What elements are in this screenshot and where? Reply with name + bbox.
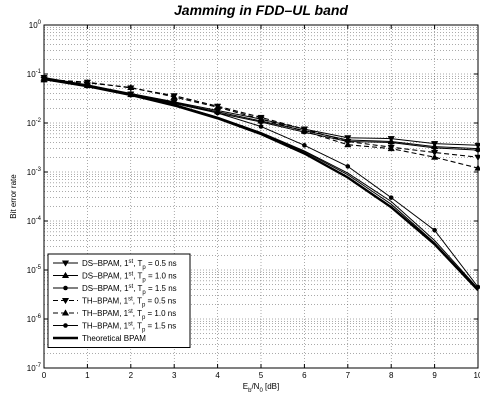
y-tick-label: 10-3 <box>27 167 42 177</box>
series-1 <box>40 74 480 152</box>
x-tick-label: 9 <box>432 371 437 380</box>
x-tick-label: 4 <box>215 371 220 380</box>
data-point <box>432 145 437 151</box>
data-point <box>302 143 307 148</box>
series-line <box>43 78 479 290</box>
legend-marker <box>61 298 70 305</box>
data-point <box>474 154 480 161</box>
legend-marker <box>61 271 70 278</box>
legend-marker <box>61 260 70 267</box>
data-point <box>171 99 177 105</box>
y-tick-label: 10-4 <box>27 216 42 226</box>
data-point <box>432 227 437 233</box>
legend-label: TH–BPAM, 1st, Tp = 1.0 ns <box>82 309 176 321</box>
data-point <box>344 141 352 148</box>
y-tick-label: 10-7 <box>27 363 42 373</box>
series-5 <box>41 76 480 290</box>
data-point <box>430 153 439 160</box>
data-point <box>345 164 351 169</box>
y-tick-label: 10-1 <box>27 69 42 79</box>
legend-marker <box>63 285 68 291</box>
legend-label: DS–BPAM, 1st, Tp = 0.5 ns <box>82 259 177 271</box>
data-point <box>387 144 395 152</box>
x-tick-label: 8 <box>389 371 394 380</box>
y-tick-label: 10-2 <box>27 118 42 128</box>
y-tick-label: 10-5 <box>27 265 42 275</box>
x-tick-label: 3 <box>172 371 177 380</box>
data-point <box>257 115 265 122</box>
data-point <box>300 127 309 134</box>
x-tick-label: 2 <box>129 371 134 380</box>
y-axis-label: Bit error rate <box>9 174 18 219</box>
axis-ticks: 0 1 2 3 4 5 6 7 8 9 10 10-7 10-6 10-5 10-4 10-3 10-2 10-1… <box>27 20 480 380</box>
x-tick-label: 7 <box>346 371 351 380</box>
legend-label: TH–BPAM, 1st, Tp = 1.5 ns <box>82 322 176 334</box>
data-point <box>215 110 220 116</box>
data-point <box>388 195 394 200</box>
series-8 <box>43 78 479 290</box>
data-point <box>213 103 222 110</box>
x-tick-label: 0 <box>42 371 47 380</box>
x-tick-label: 1 <box>85 371 90 380</box>
chart-title: Jamming in FDD–UL band <box>174 2 348 18</box>
data-point <box>388 140 394 145</box>
x-tick-label: 5 <box>259 371 264 380</box>
y-tick-label: 100 <box>29 20 42 30</box>
data-point <box>170 93 178 100</box>
data-point <box>258 124 264 129</box>
legend-label: TH–BPAM, 1st, Tp = 0.5 ns <box>82 297 176 309</box>
series-layer <box>40 74 480 292</box>
legend-label: DS–BPAM, 1st, Tp = 1.5 ns <box>82 284 177 296</box>
legend-marker <box>61 309 70 316</box>
x-tick-label: 6 <box>302 371 307 380</box>
x-axis-label: Eb/N0 [dB] <box>243 382 279 394</box>
legend-label: Theoretical BPAM <box>82 334 146 343</box>
x-tick-label: 10 <box>474 371 480 380</box>
y-tick-label: 10-6 <box>27 314 42 324</box>
data-point <box>127 83 135 91</box>
legend-marker <box>63 323 68 328</box>
data-point <box>430 150 439 157</box>
legend-label: DS–BPAM, 1st, Tp = 1.0 ns <box>82 272 177 284</box>
series-line <box>43 79 479 169</box>
